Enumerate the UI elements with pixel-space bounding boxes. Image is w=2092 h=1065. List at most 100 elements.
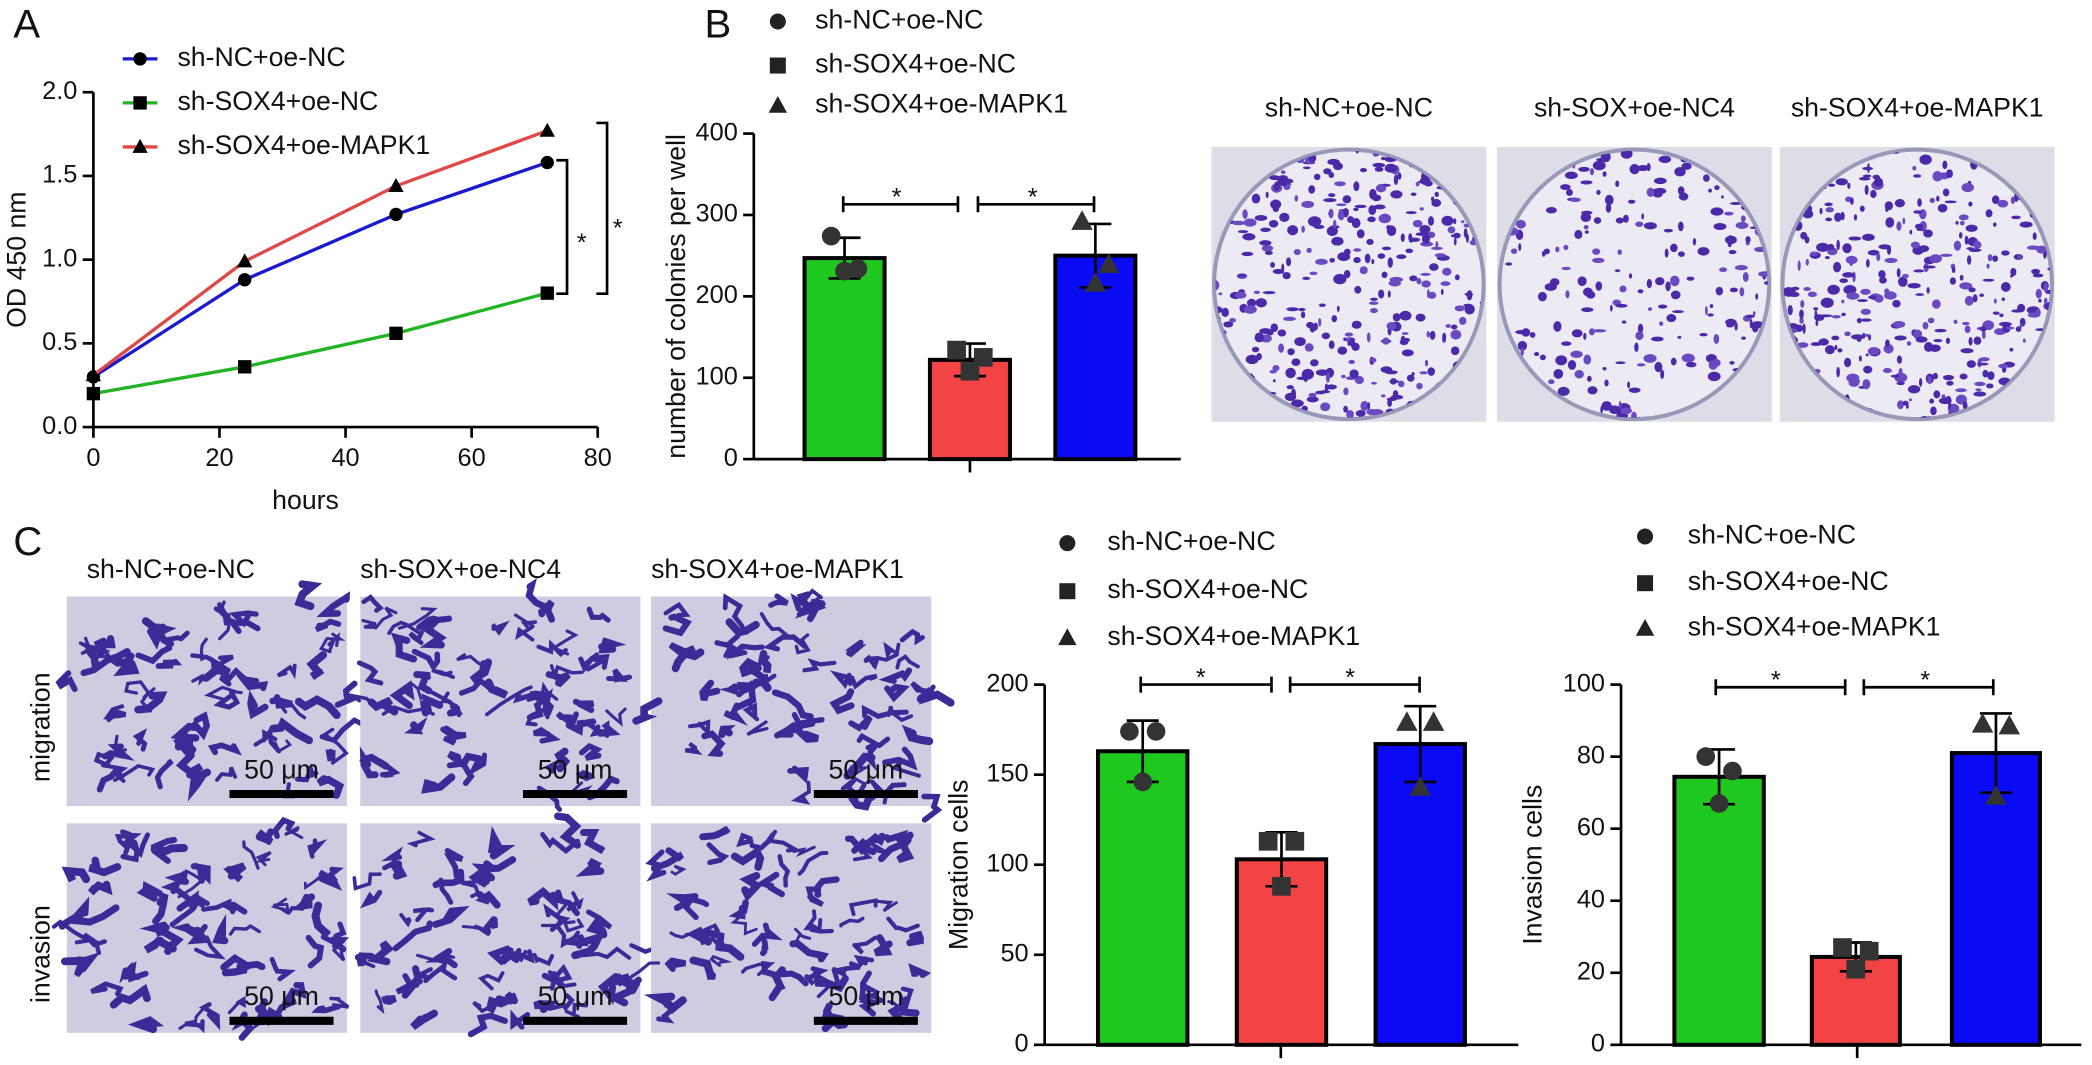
cell [419, 616, 447, 649]
colony [1377, 253, 1386, 259]
colony [2010, 196, 2016, 205]
colony [1628, 273, 1633, 279]
colony [1842, 272, 1855, 278]
colony [1371, 381, 1377, 385]
cell [141, 617, 177, 640]
colony [1406, 374, 1415, 382]
colony [1268, 220, 1279, 228]
photo-label: sh-SOX+oe-NC4 [360, 554, 561, 584]
cell [700, 923, 721, 934]
cell [374, 606, 398, 630]
colony [1646, 187, 1655, 197]
cell [698, 930, 724, 950]
colony [1927, 317, 1935, 324]
panel-letter: B [704, 2, 731, 46]
colony [1302, 166, 1311, 170]
colony [1367, 216, 1376, 223]
colony [1583, 332, 1587, 340]
cell [532, 952, 555, 967]
cell [728, 643, 765, 659]
colony [1309, 271, 1318, 276]
colony [1942, 160, 1948, 170]
colony [2032, 232, 2037, 241]
cell [797, 851, 829, 876]
colony [1843, 284, 1857, 295]
colony [1308, 185, 1316, 194]
colony [1615, 361, 1626, 365]
cell [486, 945, 520, 966]
y-tick-label: 100 [696, 362, 738, 390]
cell [537, 599, 555, 623]
colony [1975, 388, 1982, 392]
colony [1583, 287, 1593, 297]
colony [1529, 332, 1536, 338]
point [1709, 794, 1729, 813]
colony [1843, 357, 1852, 368]
y-tick-label: 200 [986, 669, 1028, 697]
colony [1860, 308, 1871, 315]
colony [1453, 218, 1457, 225]
colony [1867, 347, 1880, 356]
colony [1663, 228, 1674, 233]
colony [1818, 338, 1829, 346]
colony [1254, 215, 1268, 221]
colony [1401, 332, 1409, 335]
cell [198, 1002, 221, 1031]
line [92, 160, 548, 379]
colony [1729, 202, 1742, 205]
colony [1724, 211, 1734, 216]
cell [278, 701, 307, 720]
colony [1896, 400, 1904, 410]
cell [760, 938, 769, 957]
cell [564, 934, 589, 949]
colony [2001, 250, 2010, 256]
colony [1981, 330, 1986, 340]
colony [1752, 311, 1756, 316]
colony [1583, 225, 1589, 230]
cell [586, 606, 611, 623]
cell [771, 689, 814, 720]
colony [1715, 286, 1724, 296]
cell [360, 953, 376, 969]
cell [399, 913, 412, 928]
colony [1269, 175, 1281, 181]
colony [1945, 337, 1951, 344]
colony [1885, 206, 1889, 213]
colony [1293, 248, 1301, 256]
y-tick-label: 20 [1577, 957, 1605, 985]
colony [1294, 337, 1306, 347]
colony [1844, 331, 1851, 337]
colony [1879, 276, 1887, 284]
colony [1534, 352, 1540, 357]
cell [187, 768, 212, 802]
colony [2009, 347, 2014, 352]
colony [2031, 268, 2041, 275]
colony [2032, 273, 2044, 278]
colony [1906, 341, 1912, 346]
colony [1931, 299, 1941, 309]
point [835, 261, 854, 281]
colony [1348, 359, 1355, 364]
colony [1337, 210, 1345, 221]
colony [1637, 165, 1649, 172]
colony [1351, 217, 1361, 229]
colony [1353, 248, 1362, 252]
colony [1262, 291, 1276, 295]
colony [1944, 200, 1957, 204]
cell [736, 681, 760, 694]
colony [1959, 373, 1968, 380]
cell [468, 856, 517, 884]
cell [722, 593, 745, 629]
y-tick-label: 80 [1577, 741, 1605, 769]
colony [1466, 290, 1473, 301]
colony [1960, 220, 1965, 226]
colony [1914, 223, 1924, 230]
cell [758, 649, 772, 674]
colony [1819, 207, 1823, 215]
colony [1592, 257, 1605, 263]
colony [1408, 233, 1413, 242]
colony [1272, 365, 1280, 372]
colony [1430, 246, 1443, 251]
colony [1273, 181, 1280, 191]
colony [1878, 244, 1891, 250]
